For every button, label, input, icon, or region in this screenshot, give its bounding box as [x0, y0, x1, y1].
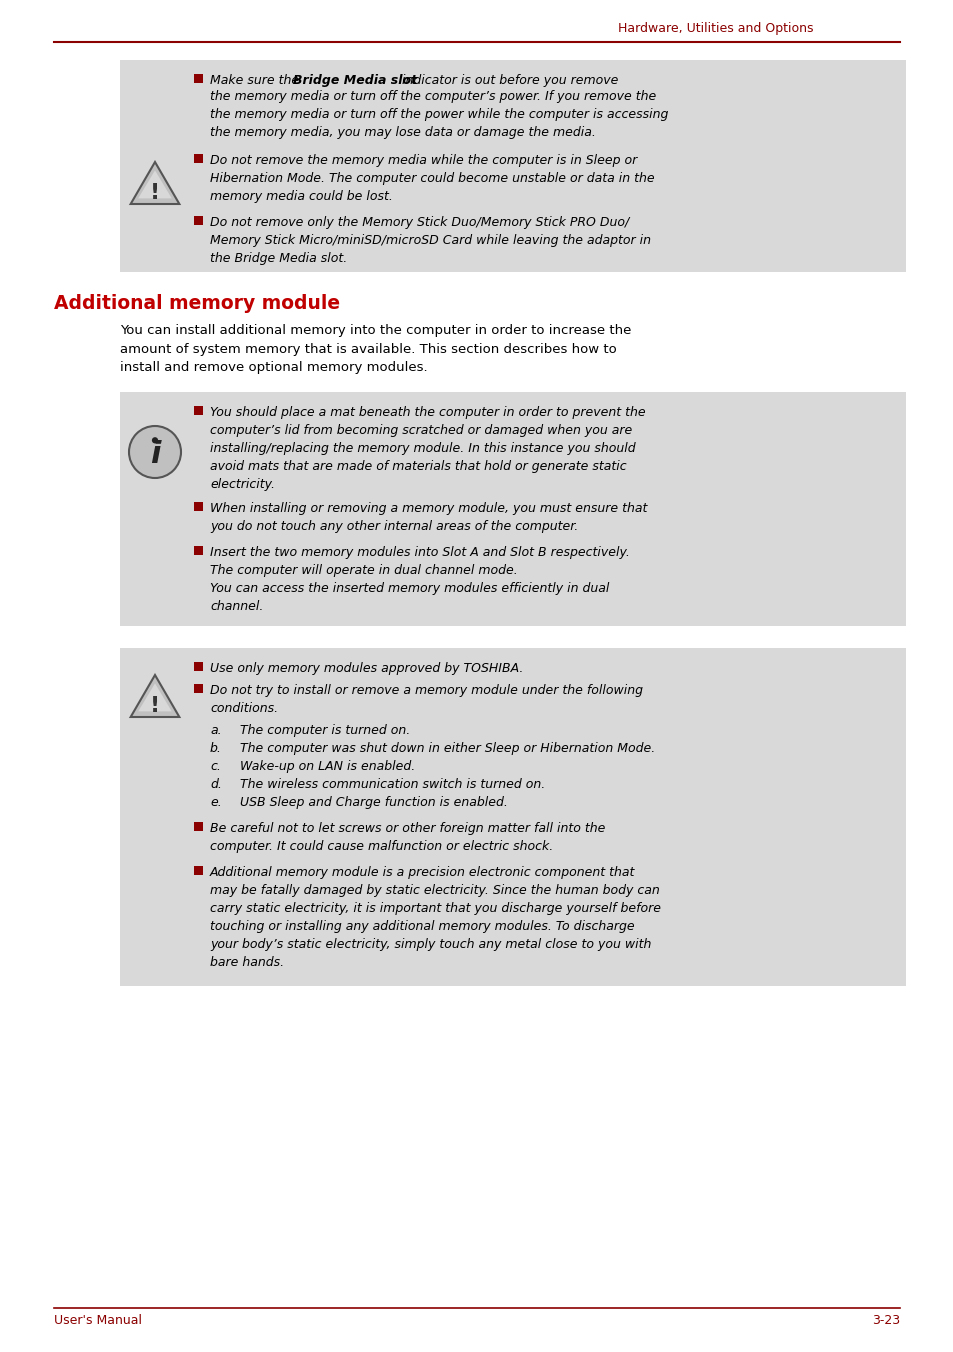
Polygon shape: [138, 170, 172, 199]
Text: Additional memory module is a precision electronic component that
may be fatally: Additional memory module is a precision …: [210, 867, 660, 969]
Bar: [120, 59, 905, 272]
Text: b.: b.: [210, 742, 222, 754]
Bar: [193, 822, 203, 831]
Text: indicator is out before you remove: indicator is out before you remove: [397, 74, 618, 87]
Text: !: !: [150, 696, 160, 715]
Text: Use only memory modules approved by TOSHIBA.: Use only memory modules approved by TOSH…: [210, 662, 523, 675]
Bar: [193, 216, 203, 224]
Polygon shape: [131, 675, 179, 717]
Text: Hardware, Utilities and Options: Hardware, Utilities and Options: [618, 22, 813, 35]
Text: e.: e.: [210, 796, 221, 808]
Text: User's Manual: User's Manual: [54, 1314, 142, 1328]
Text: The computer is turned on.: The computer is turned on.: [240, 725, 410, 737]
Text: You can install additional memory into the computer in order to increase the
amo: You can install additional memory into t…: [120, 324, 631, 375]
Bar: [193, 662, 203, 671]
Text: Additional memory module: Additional memory module: [54, 293, 340, 314]
Circle shape: [129, 426, 181, 479]
Text: a.: a.: [210, 725, 221, 737]
Bar: [193, 684, 203, 694]
Text: The computer was shut down in either Sleep or Hibernation Mode.: The computer was shut down in either Sle…: [240, 742, 655, 754]
Text: Bridge Media slot: Bridge Media slot: [293, 74, 416, 87]
Bar: [193, 154, 203, 164]
Text: d.: d.: [210, 777, 222, 791]
Bar: [193, 867, 203, 875]
Text: Do not remove the memory media while the computer is in Sleep or
Hibernation Mod: Do not remove the memory media while the…: [210, 154, 654, 203]
Bar: [120, 648, 905, 986]
Bar: [120, 392, 905, 626]
Text: Be careful not to let screws or other foreign matter fall into the
computer. It : Be careful not to let screws or other fo…: [210, 822, 605, 853]
Text: Do not try to install or remove a memory module under the following
conditions.: Do not try to install or remove a memory…: [210, 684, 642, 715]
Bar: [193, 74, 203, 82]
Text: When installing or removing a memory module, you must ensure that
you do not tou: When installing or removing a memory mod…: [210, 502, 647, 533]
Text: i: i: [150, 441, 160, 469]
Text: Insert the two memory modules into Slot A and Slot B respectively.
The computer : Insert the two memory modules into Slot …: [210, 546, 629, 612]
Text: USB Sleep and Charge function is enabled.: USB Sleep and Charge function is enabled…: [240, 796, 507, 808]
Text: Wake-up on LAN is enabled.: Wake-up on LAN is enabled.: [240, 760, 415, 773]
Text: the memory media or turn off the computer’s power. If you remove the
the memory : the memory media or turn off the compute…: [210, 91, 668, 139]
Text: You should place a mat beneath the computer in order to prevent the
computer’s l: You should place a mat beneath the compu…: [210, 406, 645, 491]
Text: 3-23: 3-23: [871, 1314, 899, 1328]
Bar: [193, 406, 203, 415]
Circle shape: [152, 437, 158, 443]
Text: The wireless communication switch is turned on.: The wireless communication switch is tur…: [240, 777, 545, 791]
Polygon shape: [131, 162, 179, 204]
Text: !: !: [150, 183, 160, 203]
Bar: [193, 502, 203, 511]
Text: c.: c.: [210, 760, 221, 773]
Polygon shape: [138, 683, 172, 711]
Text: Make sure the: Make sure the: [210, 74, 303, 87]
Text: Do not remove only the Memory Stick Duo/Memory Stick PRO Duo/
Memory Stick Micro: Do not remove only the Memory Stick Duo/…: [210, 216, 650, 265]
Bar: [193, 546, 203, 556]
